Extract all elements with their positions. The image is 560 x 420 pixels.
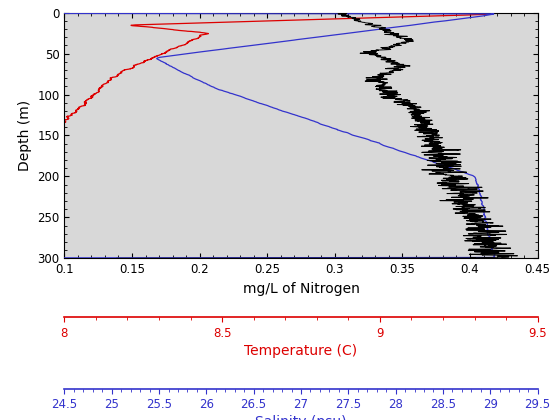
X-axis label: Salinity (psu): Salinity (psu) xyxy=(255,415,347,420)
X-axis label: Temperature (C): Temperature (C) xyxy=(244,344,358,358)
X-axis label: mg/L of Nitrogen: mg/L of Nitrogen xyxy=(242,282,360,296)
Y-axis label: Depth (m): Depth (m) xyxy=(18,100,32,171)
